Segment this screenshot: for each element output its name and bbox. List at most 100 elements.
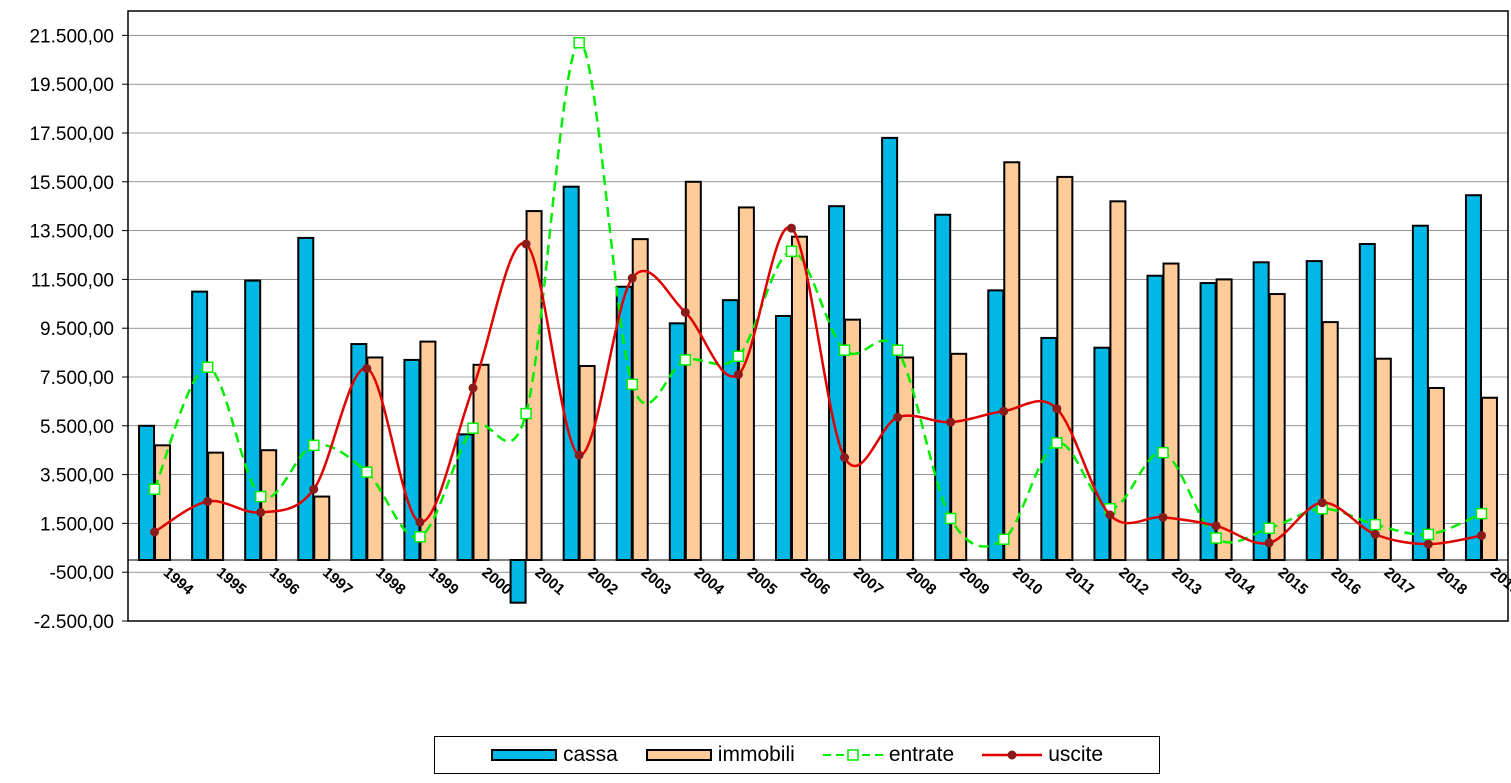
x-tick-label: 2011 [1062,564,1098,598]
legend-swatch-entrate [822,749,883,761]
x-tick-label: 1995 [213,564,249,598]
point-uscite [415,517,425,527]
legend-swatch-immobili [645,749,712,761]
x-tick-label: 2012 [1115,564,1151,598]
point-entrate [1369,518,1382,531]
point-uscite [256,507,266,517]
y-tick-label: 11.500,00 [31,270,114,291]
y-tick-label: 9.500,00 [40,319,114,340]
point-uscite [680,307,690,317]
bar-immobili [313,495,331,561]
x-tick-label: 1999 [425,564,461,598]
point-entrate [998,533,1010,546]
point-uscite [786,223,796,233]
bar-cassa [562,185,580,561]
bar-immobili [472,363,490,561]
gridlines [128,35,1508,573]
legend-label-entrate: entrate [888,743,955,766]
point-uscite [1052,404,1062,414]
point-entrate [520,407,532,420]
point-entrate [626,378,638,391]
point-entrate [1157,446,1169,459]
point-entrate [308,439,320,452]
point-uscite [946,417,956,427]
legend: cassa immobili entrate uscite [434,736,1160,774]
point-uscite [203,496,213,506]
bar-cassa [1040,336,1058,561]
series-line-entrate [153,41,1482,548]
y-tick-label: 19.500,00 [29,75,114,96]
y-tick-label: -2.500,00 [34,612,114,633]
point-uscite [521,239,531,249]
x-tick-label: 2007 [850,564,886,598]
series-lines [148,36,1488,549]
x-tick-label: 1998 [372,564,408,598]
x-tick-label: 2010 [1009,564,1045,598]
point-uscite [1317,498,1327,508]
bar-cassa [297,236,315,561]
bar-cassa [1358,243,1376,562]
point-entrate [148,483,161,495]
point-entrate [944,512,957,525]
point-entrate [1263,522,1275,535]
point-entrate [201,361,214,373]
bar-immobili [790,235,808,561]
bar-immobili [1003,161,1021,561]
x-tick-label: 2006 [797,564,833,598]
y-tick-label: 15.500,00 [29,173,114,194]
point-entrate [361,466,373,478]
x-tick-label: 1996 [266,564,302,598]
legend-item-uscite: uscite [982,743,1103,767]
y-tick-label: 7.500,00 [40,368,114,389]
point-entrate [1475,507,1488,520]
bar-cassa [987,289,1005,561]
point-uscite [1476,531,1486,541]
bar-immobili [1056,175,1074,561]
legend-label-uscite: uscite [1048,743,1104,766]
point-uscite [1423,539,1433,549]
point-uscite [1158,512,1168,522]
bar-cassa [615,285,633,561]
bar-cassa [191,290,209,561]
x-tick-label: 2013 [1168,564,1204,598]
point-entrate [254,490,267,503]
point-uscite [150,527,160,537]
bar-immobili [1321,321,1339,561]
point-uscite [840,453,850,463]
legend-item-entrate: entrate [822,743,955,767]
bar-immobili [1268,293,1286,561]
x-tick-label: 2001 [532,564,568,598]
point-uscite [1211,521,1221,531]
bar-immobili [207,451,225,562]
y-tick-label: 17.500,00 [29,124,114,145]
x-tick-label: 2005 [744,564,780,598]
bar-cassa [1199,282,1217,561]
x-tick-label: 2017 [1381,564,1417,598]
bar-immobili [684,180,702,562]
bars [138,136,1498,604]
legend-swatch-cassa [490,749,557,761]
point-entrate [467,422,479,434]
x-tick-label: 2008 [903,564,939,598]
point-uscite [627,273,637,283]
bar-immobili [154,444,172,562]
bar-cassa [1464,194,1482,561]
point-uscite [574,450,584,460]
plot-frame [127,10,1509,622]
bar-cassa [1093,346,1111,561]
bar-immobili [578,365,596,561]
bar-cassa [244,279,262,561]
bar-cassa [774,315,792,561]
bar-cassa [1411,224,1429,561]
bar-immobili [366,356,384,562]
point-uscite [1105,510,1115,520]
point-entrate [414,531,426,543]
bar-cassa [934,213,952,562]
point-uscite [309,484,319,494]
x-tick-label: 2015 [1275,564,1311,598]
point-entrate [785,245,798,258]
point-uscite [468,383,478,393]
y-tick-label: 5.500,00 [40,417,114,438]
